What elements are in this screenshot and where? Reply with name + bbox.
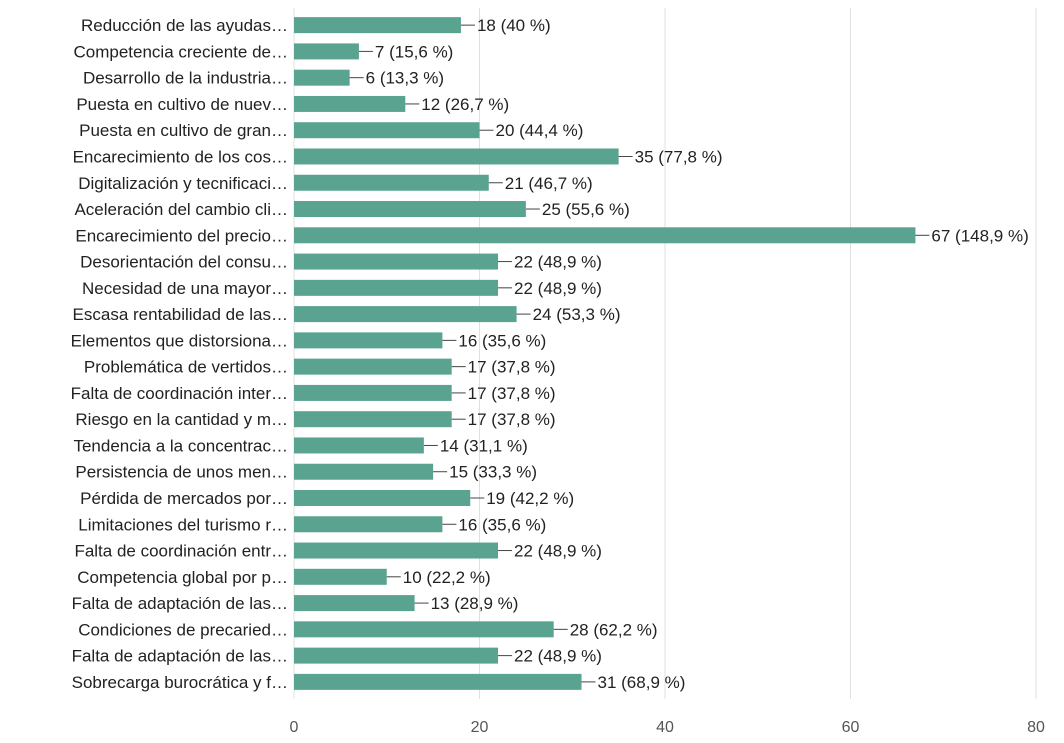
data-label: 10 (22,2 %) [403, 568, 491, 587]
bar [294, 621, 554, 638]
category-label: Pérdida de mercados por… [80, 489, 288, 508]
bars [294, 17, 916, 690]
data-label: 17 (37,8 %) [468, 384, 556, 403]
bar [294, 489, 471, 506]
bar [294, 673, 582, 690]
data-label: 15 (33,3 %) [449, 463, 537, 482]
category-label: Competencia creciente de… [73, 42, 288, 61]
category-label: Elementos que distorsiona… [71, 331, 288, 350]
data-label: 22 (48,9 %) [514, 253, 602, 272]
category-label: Encarecimiento del precio… [75, 226, 288, 245]
data-label: 16 (35,6 %) [458, 331, 546, 350]
category-label: Condiciones de precaried… [78, 620, 288, 639]
data-label: 25 (55,6 %) [542, 200, 630, 219]
data-label: 6 (13,3 %) [366, 69, 444, 88]
category-label: Falta de adaptación de las… [72, 647, 288, 666]
data-label: 22 (48,9 %) [514, 647, 602, 666]
x-tick-label: 0 [290, 719, 299, 736]
data-label: 13 (28,9 %) [431, 594, 519, 613]
category-label: Necesidad de una mayor… [82, 279, 288, 298]
data-label: 20 (44,4 %) [496, 121, 584, 140]
category-label: Falta de coordinación inter… [71, 384, 288, 403]
data-label: 31 (68,9 %) [598, 673, 686, 692]
category-label: Desarrollo de la industria… [83, 69, 288, 88]
bar [294, 306, 517, 323]
value-labels: 18 (40 %) 7 (15,6 %) 6 (13,3 %) 12 (26,7 %)… [349, 16, 1029, 692]
x-axis-ticks: 0 20 40 60 80 [290, 719, 1045, 736]
bar [294, 43, 359, 60]
category-label: Problemática de vertidos… [84, 358, 288, 377]
category-label: Escasa rentabilidad de las… [73, 305, 288, 324]
data-label: 22 (48,9 %) [514, 542, 602, 561]
bar [294, 647, 499, 664]
bar [294, 148, 619, 165]
data-label: 67 (148,9 %) [931, 226, 1028, 245]
data-label: 35 (77,8 %) [635, 147, 723, 166]
bar [294, 279, 499, 296]
bar [294, 542, 499, 559]
data-label: 7 (15,6 %) [375, 42, 453, 61]
category-label: Reducción de las ayudas… [81, 16, 288, 35]
category-label: Aceleración del cambio cli… [74, 200, 288, 219]
bar [294, 95, 406, 112]
data-label: 12 (26,7 %) [421, 95, 509, 114]
x-tick-label: 20 [471, 719, 489, 736]
data-label: 14 (31,1 %) [440, 436, 528, 455]
data-label: 16 (35,6 %) [458, 515, 546, 534]
category-label: Encarecimiento de los cos… [73, 147, 288, 166]
x-tick-label: 40 [656, 719, 674, 736]
bar [294, 411, 452, 428]
bar [294, 174, 489, 191]
bar [294, 516, 443, 533]
bar [294, 437, 424, 454]
bar [294, 463, 434, 480]
category-label: Digitalización y tecnificaci… [78, 174, 288, 193]
data-label: 18 (40 %) [477, 16, 551, 35]
category-label: Persistencia de unos men… [75, 463, 288, 482]
bar [294, 568, 387, 585]
category-label: Puesta en cultivo de gran… [79, 121, 288, 140]
x-tick-label: 60 [842, 719, 860, 736]
category-label: Competencia global por p… [77, 568, 288, 587]
bar [294, 227, 916, 244]
bar [294, 253, 499, 270]
bar [294, 17, 461, 34]
category-label: Falta de adaptación de las… [72, 594, 288, 613]
bar [294, 201, 526, 218]
data-label: 24 (53,3 %) [533, 305, 621, 324]
data-label: 28 (62,2 %) [570, 620, 658, 639]
data-label: 19 (42,2 %) [486, 489, 574, 508]
bar [294, 358, 452, 375]
bar [294, 384, 452, 401]
category-label: Limitaciones del turismo r… [78, 515, 288, 534]
bar [294, 69, 350, 86]
data-label: 22 (48,9 %) [514, 279, 602, 298]
category-label: Desorientación del consu… [80, 253, 288, 272]
x-tick-label: 80 [1027, 719, 1045, 736]
category-label: Falta de coordinación entr… [74, 542, 288, 561]
category-label: Puesta en cultivo de nuev… [76, 95, 288, 114]
category-labels: Reducción de las ayudas… Competencia crec… [71, 16, 288, 692]
category-label: Tendencia a la concentrac… [73, 436, 288, 455]
bar [294, 595, 415, 612]
category-label: Sobrecarga burocrática y f… [72, 673, 288, 692]
data-label: 17 (37,8 %) [468, 358, 556, 377]
bar [294, 332, 443, 349]
data-label: 21 (46,7 %) [505, 174, 593, 193]
category-label: Riesgo en la cantidad y m… [75, 410, 288, 429]
data-label: 17 (37,8 %) [468, 410, 556, 429]
bar [294, 122, 480, 139]
